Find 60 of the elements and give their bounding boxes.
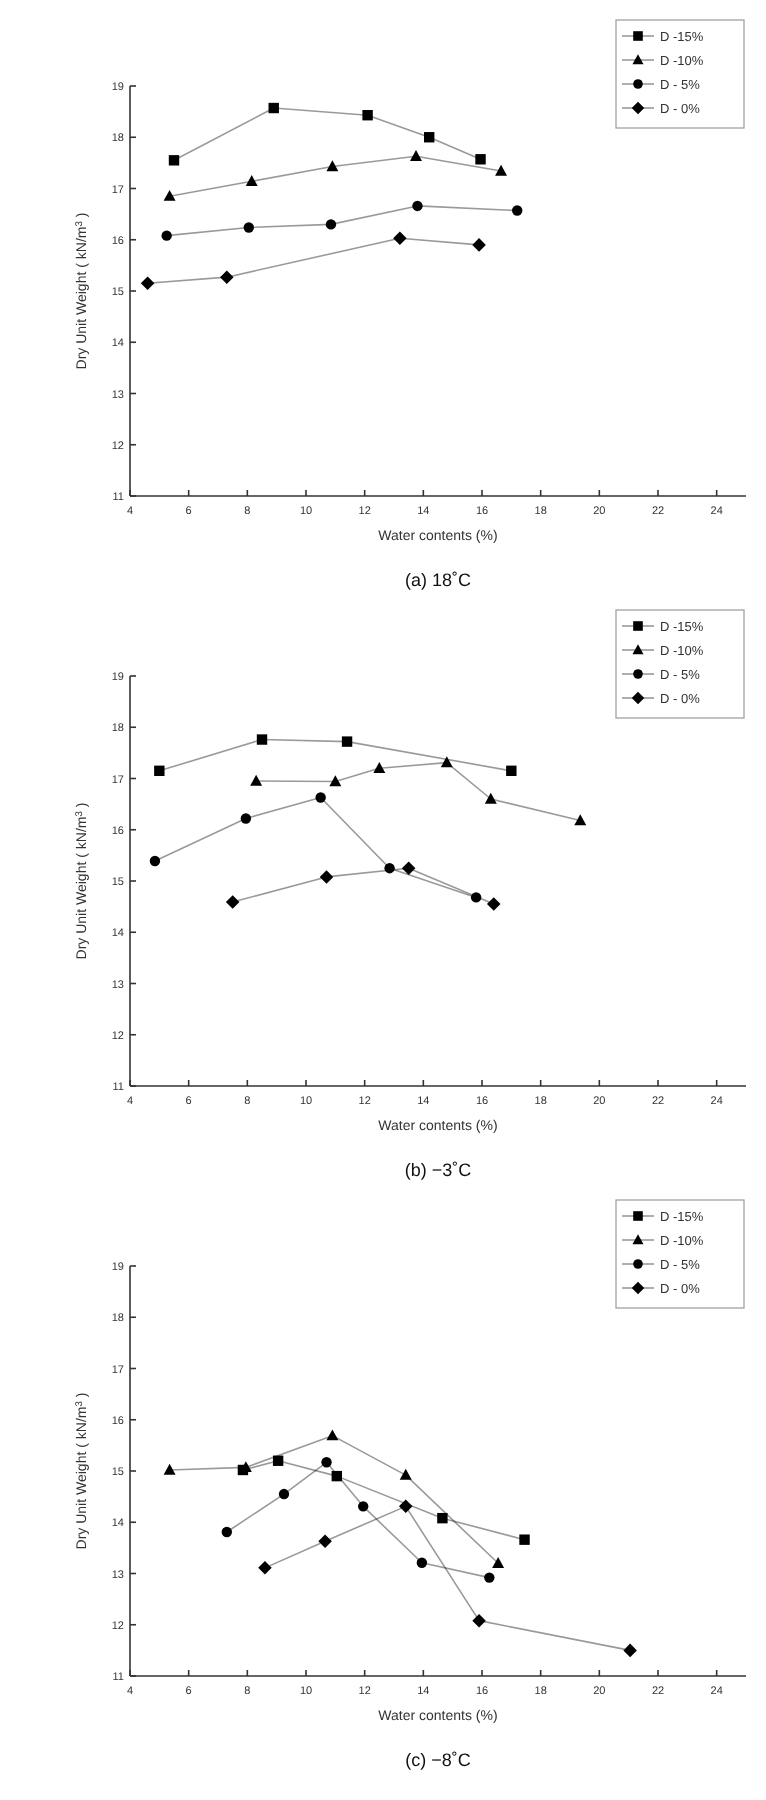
point xyxy=(256,734,268,745)
point xyxy=(272,1455,284,1466)
point xyxy=(412,200,423,212)
point xyxy=(268,102,279,114)
point xyxy=(326,160,339,172)
point xyxy=(245,175,258,187)
point xyxy=(416,1557,428,1568)
point xyxy=(362,110,373,121)
point xyxy=(472,238,486,252)
point xyxy=(240,813,252,824)
point xyxy=(319,870,334,884)
point xyxy=(149,855,161,867)
text: (a) 18˚C xyxy=(404,570,472,590)
point xyxy=(440,756,453,768)
point xyxy=(140,276,155,291)
point xyxy=(161,230,172,241)
point xyxy=(331,1470,342,1482)
point xyxy=(373,762,386,773)
point xyxy=(321,1457,332,1468)
point xyxy=(278,1488,290,1500)
point xyxy=(163,189,176,201)
point xyxy=(519,1534,530,1545)
point xyxy=(506,765,517,777)
point xyxy=(393,231,407,245)
text: (b) −3˚C xyxy=(404,1160,473,1180)
point xyxy=(475,154,486,165)
point xyxy=(258,1561,272,1575)
point xyxy=(168,155,180,166)
point xyxy=(358,1501,369,1512)
point xyxy=(472,1613,486,1628)
point xyxy=(623,1643,637,1658)
point xyxy=(318,1534,332,1548)
point xyxy=(492,1557,505,1568)
point xyxy=(315,792,326,803)
point xyxy=(225,895,240,909)
point xyxy=(220,270,234,284)
point xyxy=(495,164,508,176)
point xyxy=(221,1526,232,1538)
point xyxy=(410,149,422,161)
point xyxy=(424,132,435,143)
point xyxy=(486,897,501,911)
point xyxy=(384,862,395,874)
text: (c) −8˚C xyxy=(405,1750,472,1770)
point xyxy=(484,792,497,804)
point xyxy=(437,1512,448,1524)
point xyxy=(512,205,523,216)
point xyxy=(341,736,353,747)
point xyxy=(325,219,337,230)
point xyxy=(243,222,254,233)
point xyxy=(329,775,342,787)
point xyxy=(250,774,263,786)
point xyxy=(154,765,165,777)
point xyxy=(574,814,587,826)
point xyxy=(401,861,416,875)
point xyxy=(484,1572,495,1583)
point xyxy=(163,1463,176,1475)
point xyxy=(398,1499,413,1514)
point xyxy=(326,1429,339,1441)
point xyxy=(399,1468,412,1480)
point xyxy=(470,892,482,903)
